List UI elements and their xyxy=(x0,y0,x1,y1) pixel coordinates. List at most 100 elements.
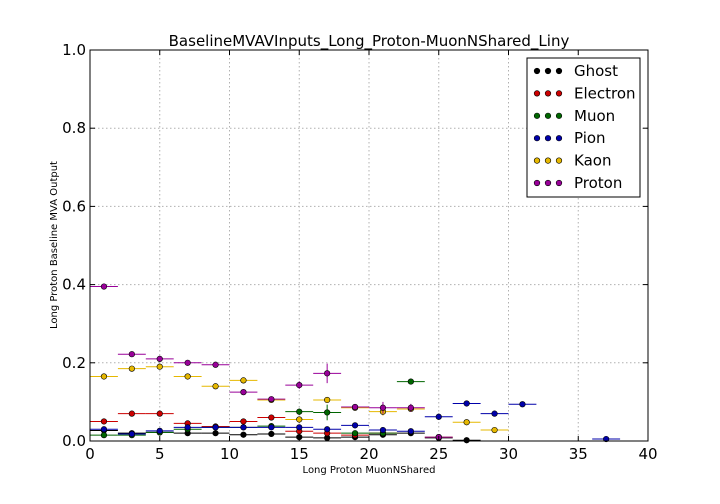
legend-marker xyxy=(533,112,541,119)
series-proton xyxy=(90,283,453,441)
data-point xyxy=(519,401,526,408)
data-point xyxy=(324,370,331,377)
legend-marker xyxy=(544,67,552,75)
series-pion xyxy=(90,400,621,443)
x-tick-label: 40 xyxy=(638,445,657,463)
ticks: 0 5 10 15 20 25 30 35 40 0.0 0.2 0.4 0.6 0.8 1.0 xyxy=(62,41,657,463)
data-point xyxy=(212,383,219,390)
data-point xyxy=(156,355,163,362)
x-tick-label: 5 xyxy=(155,445,165,463)
legend-label: Kaon xyxy=(574,152,611,170)
legend-label: Electron xyxy=(574,84,636,102)
y-tick-label: 1.0 xyxy=(62,41,86,59)
y-tick-label: 0.6 xyxy=(62,197,86,215)
data-point xyxy=(351,422,359,429)
data-point xyxy=(324,426,331,433)
legend-item-ghost: Ghost xyxy=(533,62,618,80)
x-tick-label: 25 xyxy=(429,445,448,463)
data-point xyxy=(240,431,247,438)
data-point xyxy=(351,430,359,437)
legend-marker xyxy=(533,157,541,164)
x-tick-label: 35 xyxy=(569,445,588,463)
data-point xyxy=(212,430,219,437)
legend-label: Proton xyxy=(574,174,622,192)
legend-marker xyxy=(533,179,541,187)
legend-marker xyxy=(544,90,552,97)
data-point xyxy=(184,373,191,380)
data-point xyxy=(156,410,163,417)
data-point xyxy=(128,365,135,372)
data-point xyxy=(379,404,387,411)
data-point xyxy=(296,416,303,423)
legend-item-kaon: Kaon xyxy=(533,152,611,170)
legend-item-electron: Electron xyxy=(533,84,636,102)
data-point xyxy=(240,389,247,396)
data-point xyxy=(463,419,470,426)
y-tick-label: 0.0 xyxy=(62,432,86,450)
data-point xyxy=(407,428,414,435)
data-point xyxy=(128,410,135,417)
data-point xyxy=(100,373,108,380)
legend-marker xyxy=(555,179,563,187)
data-point xyxy=(100,426,108,433)
data-point xyxy=(463,400,470,407)
data-point xyxy=(407,378,414,385)
legend-label: Muon xyxy=(574,107,615,125)
x-tick-label: 0 xyxy=(85,445,95,463)
legend-marker xyxy=(544,157,552,164)
legend-marker xyxy=(555,135,563,142)
data-point xyxy=(296,408,303,415)
data-point xyxy=(100,418,108,425)
data-point xyxy=(491,410,498,417)
data-point xyxy=(324,396,331,404)
legend-marker xyxy=(544,135,552,142)
data-point xyxy=(212,424,219,431)
legend-marker xyxy=(544,179,552,187)
data-point xyxy=(156,363,163,370)
legend-item-pion: Pion xyxy=(533,129,606,147)
legend-marker xyxy=(533,135,541,142)
legend-marker xyxy=(555,157,563,164)
legend-marker xyxy=(555,112,563,119)
legend-label: Pion xyxy=(574,129,606,147)
data-point xyxy=(240,418,247,425)
data-point xyxy=(324,409,331,416)
y-tick-label: 0.2 xyxy=(62,354,86,372)
series-muon xyxy=(90,378,425,439)
data-points xyxy=(90,283,621,444)
legend-box xyxy=(526,57,641,198)
y-axis-label: Long Proton Baseline MVA Output xyxy=(49,161,60,329)
data-point xyxy=(184,424,191,431)
data-point xyxy=(156,427,163,434)
data-point xyxy=(128,351,135,358)
data-point xyxy=(100,432,108,439)
legend-marker xyxy=(555,67,563,75)
data-point xyxy=(268,430,275,438)
y-tick-label: 0.8 xyxy=(62,119,86,137)
data-point xyxy=(212,361,219,368)
legend-label: Ghost xyxy=(574,62,618,80)
data-point xyxy=(603,435,610,443)
legend-item-muon: Muon xyxy=(533,107,615,125)
data-point xyxy=(296,381,303,389)
legend-marker xyxy=(555,90,563,97)
legend-marker xyxy=(533,90,541,97)
x-tick-label: 30 xyxy=(499,445,518,463)
chart-title: BaselineMVAVInputs_Long_Proton-MuonNShar… xyxy=(169,32,570,51)
data-point xyxy=(379,426,387,434)
data-point xyxy=(240,377,247,384)
data-point xyxy=(268,396,275,403)
data-point xyxy=(100,283,108,290)
legend: Ghost Electron Muon Pion Kaon Proton xyxy=(526,57,641,198)
data-point xyxy=(435,413,442,420)
x-tick-label: 20 xyxy=(359,445,378,463)
data-point xyxy=(184,359,191,366)
data-point xyxy=(351,403,359,411)
x-tick-label: 10 xyxy=(220,445,239,463)
legend-marker xyxy=(533,67,541,75)
data-point xyxy=(128,430,135,438)
data-point xyxy=(268,414,275,421)
legend-marker xyxy=(544,112,552,119)
data-point xyxy=(491,426,498,434)
